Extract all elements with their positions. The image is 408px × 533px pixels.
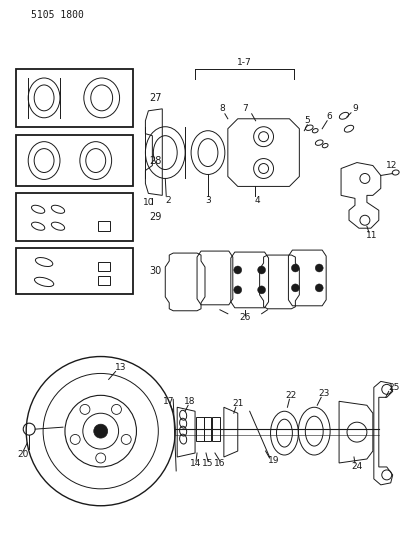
Bar xyxy=(98,221,110,231)
Text: 18: 18 xyxy=(184,397,196,406)
Text: 5: 5 xyxy=(304,116,310,125)
Text: 28: 28 xyxy=(149,156,162,166)
Bar xyxy=(212,417,220,441)
Text: 8: 8 xyxy=(219,104,225,114)
Text: 13: 13 xyxy=(115,363,126,372)
Text: 20: 20 xyxy=(18,449,29,458)
Text: 29: 29 xyxy=(149,212,162,222)
Circle shape xyxy=(234,286,242,294)
Text: 6: 6 xyxy=(326,112,332,122)
Bar xyxy=(16,248,133,294)
Text: 22: 22 xyxy=(286,391,297,400)
Bar xyxy=(16,193,133,241)
Text: 1-7: 1-7 xyxy=(237,58,252,67)
Bar xyxy=(16,69,133,127)
Circle shape xyxy=(257,286,266,294)
Text: 23: 23 xyxy=(319,389,330,398)
Circle shape xyxy=(257,266,266,274)
Text: 19: 19 xyxy=(268,456,279,465)
Circle shape xyxy=(315,264,323,272)
Circle shape xyxy=(291,284,299,292)
Text: 12: 12 xyxy=(386,161,397,170)
Text: 27: 27 xyxy=(149,93,162,103)
Text: 25: 25 xyxy=(388,383,399,392)
Text: 17: 17 xyxy=(162,397,174,406)
Text: 26: 26 xyxy=(239,313,251,322)
Circle shape xyxy=(291,264,299,272)
Text: 11: 11 xyxy=(366,231,377,240)
Bar xyxy=(98,262,110,271)
Text: 30: 30 xyxy=(149,266,162,276)
Circle shape xyxy=(94,424,108,438)
Text: 24: 24 xyxy=(351,463,363,472)
Text: 5105 1800: 5105 1800 xyxy=(31,10,84,20)
Text: 15: 15 xyxy=(202,459,214,469)
Text: 4: 4 xyxy=(255,196,260,205)
Text: 2: 2 xyxy=(165,196,171,205)
Text: 21: 21 xyxy=(232,399,244,408)
Bar xyxy=(98,276,110,285)
Circle shape xyxy=(315,284,323,292)
Bar xyxy=(196,417,204,441)
Text: 7: 7 xyxy=(242,104,248,114)
Text: 3: 3 xyxy=(205,196,211,205)
Bar xyxy=(16,135,133,187)
Text: 9: 9 xyxy=(352,104,358,114)
Text: 16: 16 xyxy=(214,459,226,469)
Text: 14: 14 xyxy=(191,459,202,469)
Circle shape xyxy=(234,266,242,274)
Bar xyxy=(204,417,211,441)
Text: 10: 10 xyxy=(143,198,154,207)
